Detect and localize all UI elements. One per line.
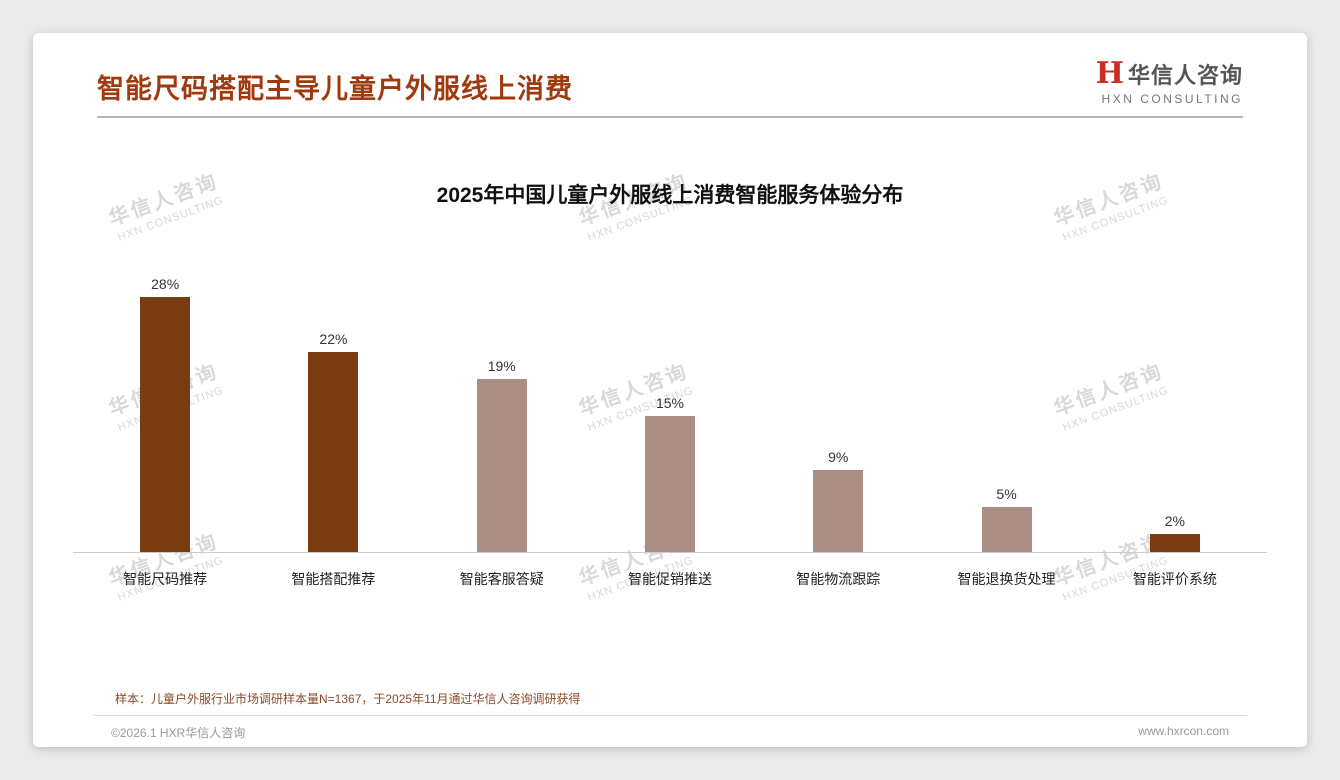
website-text: www.hxrcon.com	[1138, 724, 1229, 738]
bar	[308, 351, 359, 552]
bar-value-label: 5%	[996, 485, 1017, 502]
bar	[981, 506, 1032, 552]
bar	[1149, 533, 1200, 552]
bar	[140, 297, 191, 552]
bar-value-label: 19%	[487, 358, 516, 375]
bar-category-label: 智能促销推送	[627, 571, 712, 587]
bar-category-label: 智能物流跟踪	[796, 571, 881, 587]
bar	[644, 415, 695, 552]
chart-title: 2025年中国儿童户外服线上消费智能服务体验分布	[436, 184, 904, 207]
bar-category-label: 智能尺码推荐	[123, 571, 208, 587]
bar-category-label: 智能搭配推荐	[291, 571, 376, 587]
bar	[813, 470, 864, 552]
bar-category-label: 智能客服答疑	[459, 571, 544, 587]
x-axis-line	[73, 552, 1267, 553]
logo-name: 华信人咨询	[1127, 63, 1243, 88]
bar-value-label: 2%	[1164, 512, 1185, 529]
slide-card: 华信人咨询 HXN CONSULTING 华信人咨询 HXN CONSULTING 华信…	[33, 33, 1307, 747]
page-title: 智能尺码搭配主导儿童户外服线上消费	[97, 74, 573, 104]
header: 智能尺码搭配主导儿童户外服线上消费 H 华信人咨询 HXN CONSULTING	[97, 33, 1243, 118]
bar-value-label: 28%	[151, 276, 180, 293]
logo-subtitle: HXN CONSULTING	[1101, 92, 1243, 106]
sample-note: 样本：儿童户外服行业市场调研样本量N=1367，于2025年11月通过华信人咨询…	[115, 692, 581, 706]
copyright: ©2026.1 HXR华信人咨询	[111, 726, 246, 740]
bar-chart: 28% 22% 19% 15% 9% 5% 2% 智能尺码推荐 智能搭配推荐 智能客服答疑 智能促…	[73, 261, 1267, 589]
bar-column: 19%	[418, 358, 586, 552]
bar-column: 22%	[249, 331, 417, 552]
bar-value-label: 9%	[828, 449, 849, 466]
hxn-logo-icon: H	[1095, 56, 1124, 91]
bar-column: 2%	[1091, 513, 1259, 552]
bar-category-label: 智能退换货处理	[957, 571, 1056, 587]
bar-column: 28%	[81, 276, 249, 552]
footer: ©2026.1 HXR华信人咨询 www.hxrcon.com	[93, 715, 1247, 741]
bar	[476, 379, 527, 552]
bar-column: 9%	[754, 449, 922, 552]
bar-column: 15%	[586, 394, 754, 552]
plot-area: 28% 22% 19% 15% 9% 5% 2%	[73, 261, 1267, 552]
bar-column: 5%	[922, 485, 1090, 552]
bar-category-label: 智能评价系统	[1132, 571, 1217, 587]
logo: H 华信人咨询 HXN CONSULTING	[1095, 56, 1243, 107]
bar-value-label: 22%	[319, 330, 348, 347]
category-axis: 智能尺码推荐 智能搭配推荐 智能客服答疑 智能促销推送 智能物流跟踪 智能退换货处理 智能评…	[73, 553, 1267, 589]
bar-value-label: 15%	[655, 394, 684, 411]
